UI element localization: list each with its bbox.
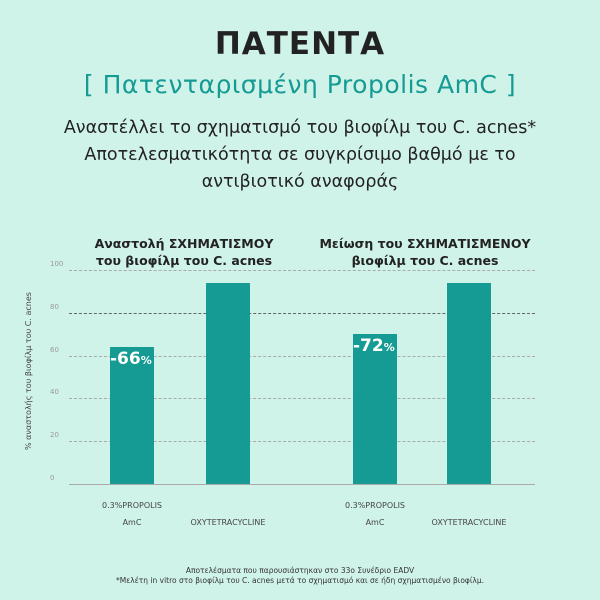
x-tick-label-line: 0.3%PROPOLIS — [101, 501, 163, 510]
x-tick-label: 0.3%PROPOLIS AmC — [325, 497, 425, 531]
y-tick-label: 60 — [50, 345, 59, 354]
value-label-unit: % — [383, 341, 395, 355]
x-tick-label-line: OXYTETRACYCLINE — [431, 518, 507, 527]
page-title: ΠΑΤΕΝΤΑ — [214, 26, 386, 62]
y-tick-label: 80 — [50, 302, 59, 311]
footnote: Αποτελέσματα που παρουσιάστηκαν στο 33ο … — [185, 566, 415, 575]
bar — [353, 334, 397, 484]
chart-title-right: Μείωση του ΣΧΗΜΑΤΙΣΜΕΝΟΥ βιοφίλμ του C. a… — [305, 235, 545, 269]
x-tick-label-line — [178, 497, 278, 514]
value-label-number: -66 — [110, 349, 141, 370]
chart-title-line: του βιοφίλμ του C. acnes — [95, 253, 273, 268]
value-label: -72% — [353, 336, 395, 356]
description-line: αντιβιοτικό αναφοράς — [201, 172, 399, 192]
y-axis-label: % αναστολής του βιοφίλμ του C. acnes — [24, 292, 33, 450]
bar — [206, 282, 250, 484]
description-line: Αναστέλλει το σχηματισμό του βιοφίλμ του… — [63, 118, 537, 138]
page-subtitle: [ Πατενταρισμένη Propolis AmC ] — [83, 70, 517, 99]
gridline — [69, 398, 535, 400]
y-tick-label: 100 — [50, 260, 64, 268]
value-label-unit: % — [140, 354, 152, 368]
description-line: Αποτελεσματικότητα σε συγκρίσιμο βαθμό μ… — [84, 145, 516, 165]
x-tick-label-line: OXYTETRACYCLINE — [190, 518, 266, 527]
y-tick-label: 40 — [50, 388, 59, 397]
chart-title-line: Μείωση του ΣΧΗΜΑΤΙΣΜΕΝΟΥ — [319, 236, 531, 251]
gridline — [69, 441, 535, 443]
gridline — [69, 270, 535, 271]
value-label: -66% — [110, 349, 152, 369]
bar — [447, 282, 491, 484]
y-tick-label: 0 — [50, 474, 55, 482]
footnote: *Μελέτη in vitro στο βιοφίλμ του C. acne… — [115, 576, 484, 585]
x-tick-label-line: AmC — [122, 518, 142, 527]
value-label-number: -72 — [353, 336, 384, 357]
x-axis-line — [69, 484, 535, 485]
x-tick-label-line: 0.3%PROPOLIS — [344, 501, 406, 510]
gridline — [69, 312, 535, 314]
chart-title-left: Αναστολή ΣΧΗΜΑΤΙΣΜΟΥ του βιοφίλμ του C. a… — [64, 235, 304, 269]
chart-title-line: Αναστολή ΣΧΗΜΑΤΙΣΜΟΥ — [94, 236, 274, 251]
x-tick-label-line — [419, 497, 519, 514]
chart-title-line: βιοφίλμ του C. acnes — [351, 253, 499, 268]
gridline — [69, 355, 535, 357]
bar — [110, 347, 154, 484]
x-tick-label: OXYTETRACYCLINE — [419, 497, 519, 531]
y-tick-label: 20 — [50, 431, 59, 440]
x-tick-label-line: AmC — [365, 518, 385, 527]
x-tick-label: OXYTETRACYCLINE — [178, 497, 278, 531]
x-tick-label: 0.3%PROPOLIS AmC — [82, 497, 182, 531]
